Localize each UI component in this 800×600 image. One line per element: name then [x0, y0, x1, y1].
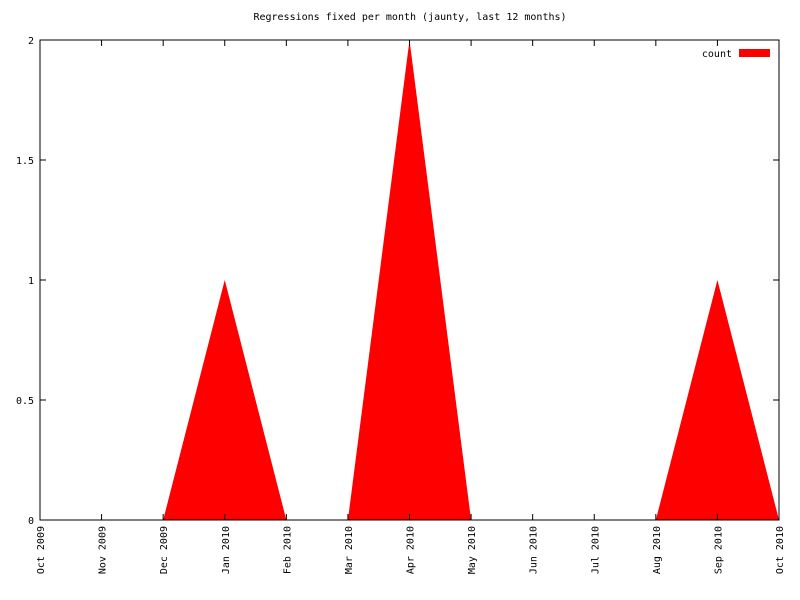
x-tick-label: Aug 2010 [652, 526, 663, 574]
x-tick-label: Oct 2009 [36, 526, 47, 574]
x-tick-label: Oct 2010 [775, 526, 786, 574]
x-tick-label: Mar 2010 [344, 526, 355, 574]
x-tick-label: Apr 2010 [406, 526, 417, 574]
y-tick-label: 1 [28, 276, 34, 287]
legend-label: count [702, 49, 732, 60]
x-tick-label: Jun 2010 [529, 526, 540, 574]
x-tick-label: May 2010 [467, 526, 478, 574]
x-tick-label: Jan 2010 [221, 526, 232, 574]
y-tick-label: 0.5 [16, 396, 34, 407]
area [40, 40, 779, 520]
x-tick-label: Jul 2010 [590, 526, 601, 574]
y-tick-label: 1.5 [16, 156, 34, 167]
x-tick-label: Dec 2009 [159, 526, 170, 574]
y-tick-label: 2 [28, 36, 34, 47]
x-tick-label: Sep 2010 [713, 526, 724, 574]
y-tick-label: 0 [28, 516, 34, 527]
x-tick-label: Nov 2009 [98, 526, 109, 574]
legend-swatch [739, 49, 770, 57]
chart-title: Regressions fixed per month (jaunty, las… [253, 12, 566, 23]
x-tick-label: Feb 2010 [282, 526, 293, 574]
